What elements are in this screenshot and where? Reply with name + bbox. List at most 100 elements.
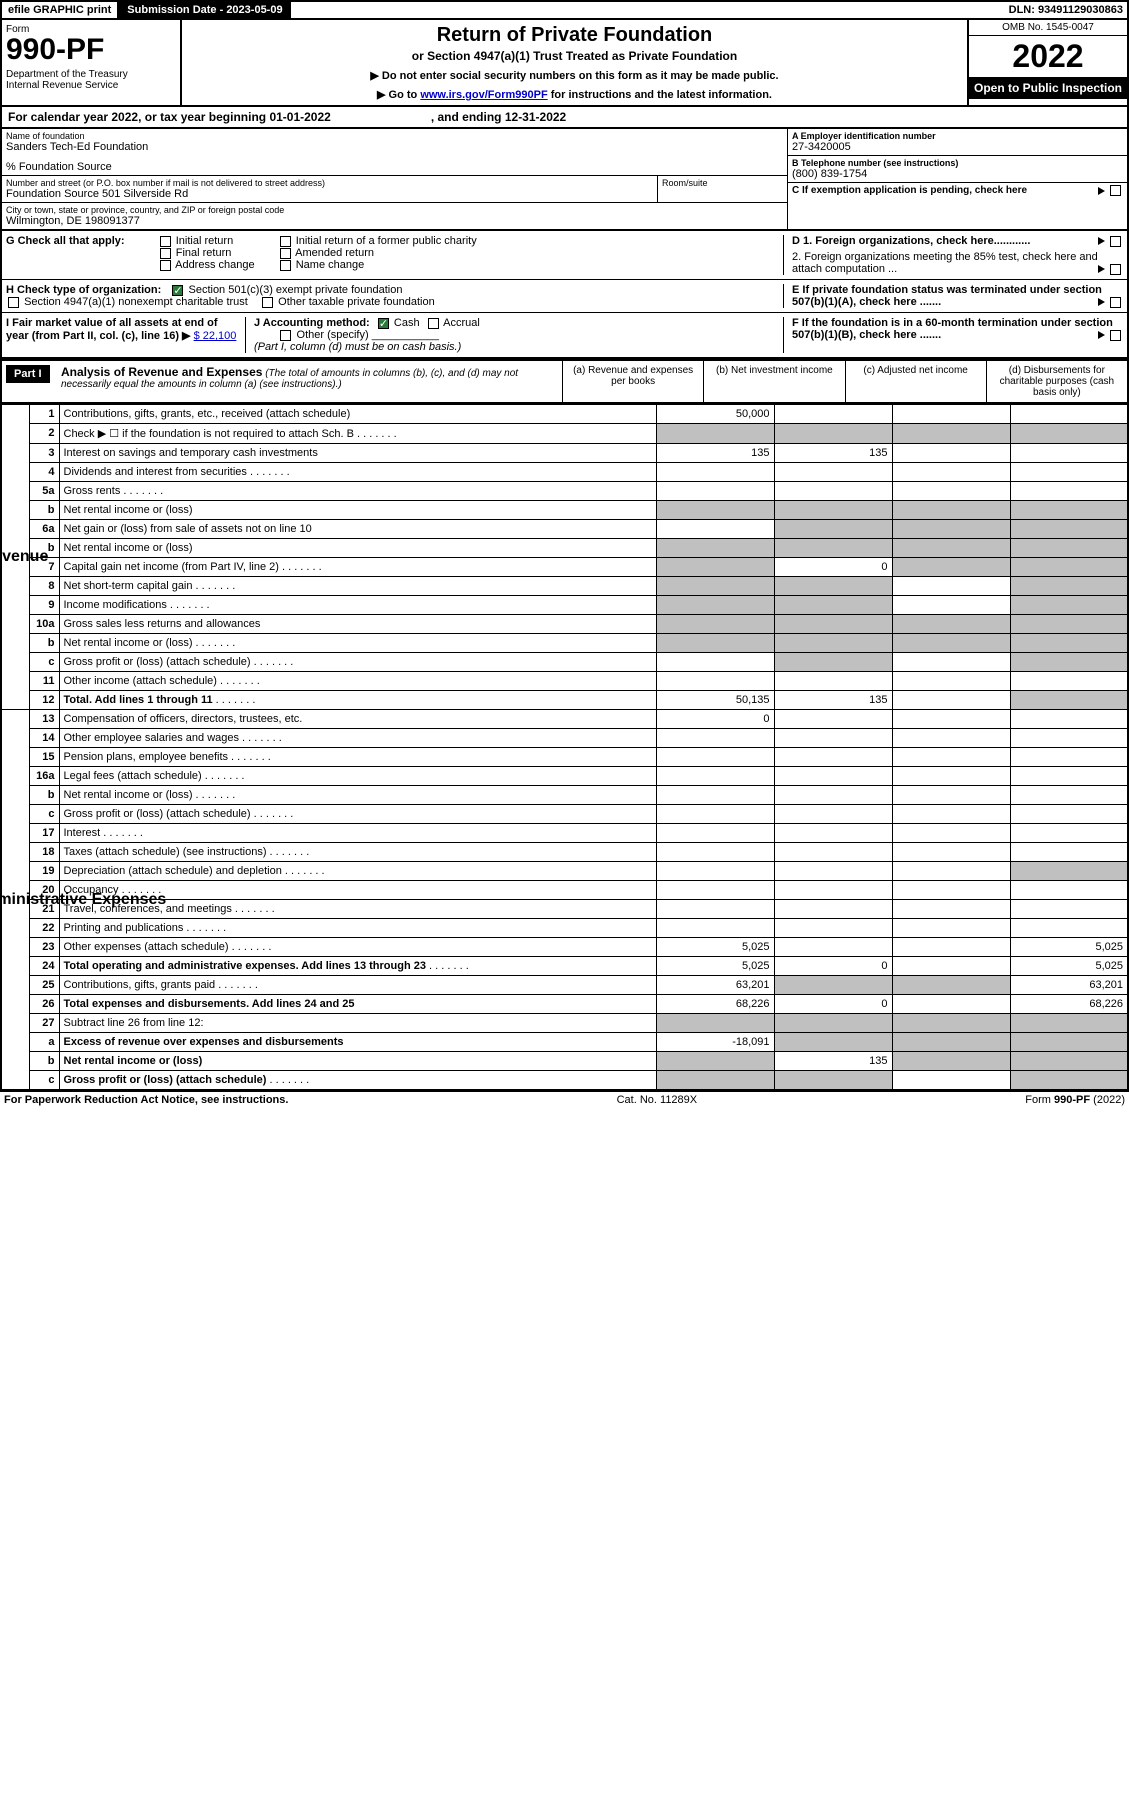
address-change-checkbox[interactable] (160, 260, 171, 271)
table-row: bNet rental income or (loss) (1, 539, 1128, 558)
arrow-icon (1098, 265, 1105, 273)
foundation-pct: % Foundation Source (6, 161, 783, 173)
table-row: 21Travel, conferences, and meetings . . … (1, 900, 1128, 919)
amended-return-checkbox[interactable] (280, 248, 291, 259)
revenue-expense-table: Revenue1Contributions, gifts, grants, et… (0, 404, 1129, 1091)
table-row: Operating and Administrative Expenses13C… (1, 710, 1128, 729)
top-bar: efile GRAPHIC print Submission Date - 20… (0, 0, 1129, 20)
footer-right: Form 990-PF (2022) (1025, 1094, 1125, 1106)
table-row: 14Other employee salaries and wages . . … (1, 729, 1128, 748)
inspection-label: Open to Public Inspection (969, 77, 1127, 99)
final-return-checkbox[interactable] (160, 248, 171, 259)
efile-label: efile GRAPHIC print (2, 2, 119, 18)
table-row: 10aGross sales less returns and allowanc… (1, 615, 1128, 634)
d1-checkbox[interactable] (1110, 236, 1121, 247)
d2-checkbox[interactable] (1110, 264, 1121, 275)
f-checkbox[interactable] (1110, 330, 1121, 341)
address: Foundation Source 501 Silverside Rd (6, 188, 653, 200)
form-number: 990-PF (6, 35, 176, 65)
form-header: Form 990-PF Department of the Treasury I… (0, 20, 1129, 105)
entity-info: Name of foundation Sanders Tech-Ed Found… (0, 129, 1129, 231)
col-c-header: (c) Adjusted net income (845, 361, 986, 402)
city-label: City or town, state or province, country… (6, 205, 783, 215)
cash-checkbox[interactable] (378, 318, 389, 329)
table-row: 26Total expenses and disbursements. Add … (1, 995, 1128, 1014)
instruction-1: ▶ Do not enter social security numbers o… (192, 69, 957, 82)
table-row: 16aLegal fees (attach schedule) . . . . … (1, 767, 1128, 786)
section-i-j-f: I Fair market value of all assets at end… (0, 313, 1129, 359)
initial-return-checkbox[interactable] (160, 236, 171, 247)
table-row: 20Occupancy . . . . . . . (1, 881, 1128, 900)
table-row: cGross profit or (loss) (attach schedule… (1, 805, 1128, 824)
name-change-checkbox[interactable] (280, 260, 291, 271)
501c3-checkbox[interactable] (172, 285, 183, 296)
table-row: bNet rental income or (loss)135 (1, 1052, 1128, 1071)
room-suite-label: Room/suite (657, 176, 787, 202)
4947-checkbox[interactable] (8, 297, 19, 308)
instruction-2: ▶ Go to www.irs.gov/Form990PF for instru… (192, 88, 957, 101)
arrow-icon (1098, 237, 1105, 245)
submission-date: Submission Date - 2023-05-09 (119, 2, 290, 18)
table-row: 15Pension plans, employee benefits . . .… (1, 748, 1128, 767)
initial-former-checkbox[interactable] (280, 236, 291, 247)
tax-year: 2022 (969, 36, 1127, 77)
table-row: 11Other income (attach schedule) . . . .… (1, 672, 1128, 691)
table-row: 27Subtract line 26 from line 12: (1, 1014, 1128, 1033)
part-1-header: Part I Analysis of Revenue and Expenses … (0, 359, 1129, 404)
col-a-header: (a) Revenue and expenses per books (562, 361, 703, 402)
e-label: E If private foundation status was termi… (792, 284, 1102, 308)
phone: (800) 839-1754 (792, 168, 1123, 180)
phone-label: B Telephone number (see instructions) (792, 158, 1123, 168)
table-row: 9Income modifications . . . . . . . (1, 596, 1128, 615)
table-row: 7Capital gain net income (from Part IV, … (1, 558, 1128, 577)
g-label: G Check all that apply: (6, 235, 125, 247)
accrual-checkbox[interactable] (428, 318, 439, 329)
section-g-d: G Check all that apply: Initial return F… (0, 231, 1129, 280)
other-taxable-checkbox[interactable] (262, 297, 273, 308)
d2-label: 2. Foreign organizations meeting the 85%… (792, 251, 1098, 275)
form-title: Return of Private Foundation (192, 24, 957, 47)
f-label: F If the foundation is in a 60-month ter… (792, 317, 1113, 341)
exemption-pending-label: C If exemption application is pending, c… (792, 185, 1027, 196)
table-row: 6aNet gain or (loss) from sale of assets… (1, 520, 1128, 539)
col-d-header: (d) Disbursements for charitable purpose… (986, 361, 1127, 402)
e-checkbox[interactable] (1110, 297, 1121, 308)
table-row: 18Taxes (attach schedule) (see instructi… (1, 843, 1128, 862)
table-row: 25Contributions, gifts, grants paid . . … (1, 976, 1128, 995)
table-row: cGross profit or (loss) (attach schedule… (1, 653, 1128, 672)
h-label: H Check type of organization: (6, 284, 161, 296)
exemption-checkbox[interactable] (1110, 185, 1121, 196)
page-footer: For Paperwork Reduction Act Notice, see … (0, 1091, 1129, 1108)
i-label: I Fair market value of all assets at end… (6, 317, 218, 342)
table-row: 2Check ▶ ☐ if the foundation is not requ… (1, 424, 1128, 444)
form-subtitle: or Section 4947(a)(1) Trust Treated as P… (192, 49, 957, 63)
calendar-year: For calendar year 2022, or tax year begi… (0, 105, 1129, 129)
arrow-icon (1098, 331, 1105, 339)
table-row: bNet rental income or (loss) . . . . . .… (1, 786, 1128, 805)
omb-number: OMB No. 1545-0047 (969, 20, 1127, 36)
ein-label: A Employer identification number (792, 131, 1123, 141)
foundation-name-label: Name of foundation (6, 131, 783, 141)
fmv-value[interactable]: $ 22,100 (194, 330, 237, 342)
j-label: J Accounting method: (254, 317, 370, 329)
table-row: cGross profit or (loss) (attach schedule… (1, 1071, 1128, 1091)
table-row: 17Interest . . . . . . . (1, 824, 1128, 843)
table-row: 19Depreciation (attach schedule) and dep… (1, 862, 1128, 881)
table-row: Revenue1Contributions, gifts, grants, et… (1, 405, 1128, 424)
ein: 27-3420005 (792, 141, 1123, 153)
cash-basis-note: (Part I, column (d) must be on cash basi… (254, 341, 461, 353)
foundation-name: Sanders Tech-Ed Foundation (6, 141, 783, 153)
dln: DLN: 93491129030863 (1009, 4, 1127, 16)
arrow-icon (1098, 187, 1105, 195)
part-1-label: Part I (6, 365, 50, 383)
form-url-link[interactable]: www.irs.gov/Form990PF (420, 89, 547, 101)
footer-mid: Cat. No. 11289X (617, 1094, 698, 1106)
table-row: 4Dividends and interest from securities … (1, 463, 1128, 482)
table-row: 3Interest on savings and temporary cash … (1, 444, 1128, 463)
table-row: bNet rental income or (loss) . . . . . .… (1, 634, 1128, 653)
other-method-checkbox[interactable] (280, 330, 291, 341)
address-label: Number and street (or P.O. box number if… (6, 178, 653, 188)
table-row: 22Printing and publications . . . . . . … (1, 919, 1128, 938)
table-row: bNet rental income or (loss) (1, 501, 1128, 520)
city: Wilmington, DE 198091377 (6, 215, 783, 227)
